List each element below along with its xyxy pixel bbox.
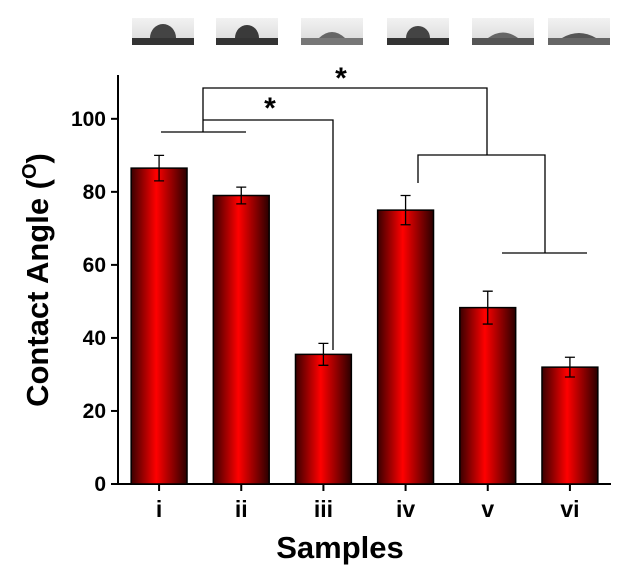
x-tick-label: v [481, 496, 494, 522]
error-bar [318, 342, 329, 366]
error-bar [482, 290, 493, 325]
bar [294, 353, 353, 485]
x-axis-title: Samples [276, 530, 404, 565]
y-tick-label: 20 [83, 400, 106, 423]
x-tick-label: iii [314, 496, 333, 522]
y-tick-label: 100 [71, 108, 106, 131]
droplet-images [132, 18, 610, 45]
x-tick-label: iv [396, 496, 415, 522]
x-tick-label: i [156, 496, 162, 522]
error-bar [154, 154, 165, 182]
y-tick-label: 60 [83, 254, 106, 277]
y-axis-title-close: ) [20, 153, 55, 163]
error-bar [400, 194, 411, 226]
significance-brackets [161, 87, 587, 350]
y-axis-title-text: Contact Angle ( [20, 178, 55, 407]
error-bar [564, 356, 575, 378]
y-axis-title: Contact Angle (O) [19, 153, 55, 407]
y-tick-label: 80 [83, 181, 106, 204]
error-bar [236, 186, 247, 205]
annotation: * [264, 92, 276, 125]
annotation: * [335, 62, 347, 95]
bar [130, 167, 188, 485]
bar [212, 194, 270, 485]
y-axis-title-unit: O [19, 163, 41, 179]
bar [376, 209, 435, 485]
y-tick-label: 0 [94, 473, 106, 496]
bar [459, 306, 517, 485]
x-tick-label: vi [560, 496, 579, 522]
x-tick-label: ii [235, 496, 248, 522]
y-tick-label: 40 [83, 327, 106, 350]
bar [541, 366, 599, 485]
